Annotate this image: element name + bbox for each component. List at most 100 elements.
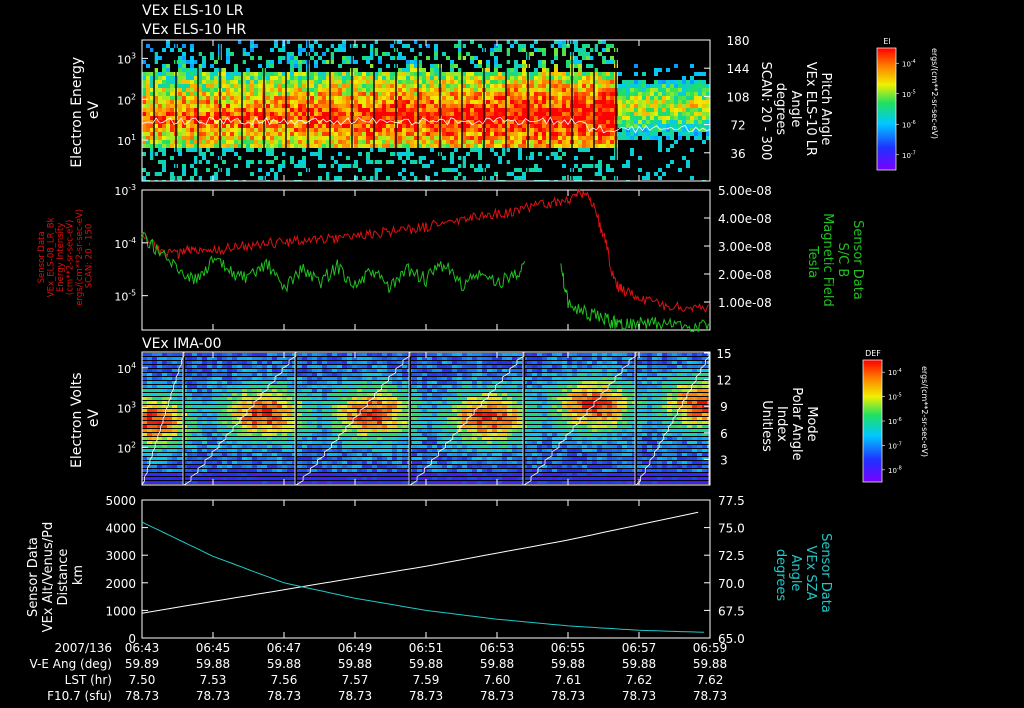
heatmap-cell xyxy=(207,437,212,440)
heatmap-cell xyxy=(378,120,382,124)
heatmap-cell xyxy=(422,92,426,96)
heatmap-cell xyxy=(287,401,292,404)
heatmap-cell xyxy=(594,68,598,72)
heatmap-cell xyxy=(377,397,382,400)
heatmap-cell xyxy=(262,377,267,380)
heatmap-cell xyxy=(252,429,257,432)
heatmap-cell xyxy=(506,92,510,96)
heatmap-cell xyxy=(522,124,526,128)
heatmap-cell xyxy=(252,461,257,464)
heatmap-cell xyxy=(238,156,242,160)
heatmap-cell xyxy=(282,473,287,476)
heatmap-cell xyxy=(414,72,418,76)
heatmap-cell xyxy=(442,140,446,144)
heatmap-cell xyxy=(372,429,377,432)
heatmap-cell xyxy=(187,465,192,468)
heatmap-cell xyxy=(542,72,546,76)
heatmap-cell xyxy=(287,461,292,464)
heatmap-cell xyxy=(422,88,426,92)
heatmap-cell xyxy=(194,124,198,128)
heatmap-cell xyxy=(598,52,602,56)
heatmap-cell xyxy=(222,148,226,152)
heatmap-cell xyxy=(206,128,210,132)
heatmap-cell xyxy=(534,92,538,96)
heatmap-cell xyxy=(342,357,347,360)
heatmap-cell xyxy=(282,361,287,364)
heatmap-cell xyxy=(586,108,590,112)
heatmap-cell xyxy=(227,437,232,440)
panel1-heatmap xyxy=(142,40,710,181)
heatmap-cell xyxy=(414,116,418,120)
heatmap-cell xyxy=(610,128,614,132)
heatmap-cell xyxy=(337,397,342,400)
heatmap-cell xyxy=(242,385,247,388)
heatmap-cell xyxy=(410,132,414,136)
heatmap-cell xyxy=(202,64,206,68)
heatmap-cell xyxy=(238,104,242,108)
heatmap-cell xyxy=(650,128,654,132)
heatmap-cell xyxy=(167,369,172,372)
heatmap-cell xyxy=(346,112,350,116)
heatmap-cell xyxy=(314,108,318,112)
heatmap-cell xyxy=(534,104,538,108)
heatmap-cell xyxy=(646,132,650,136)
heatmap-cell xyxy=(594,144,598,148)
heatmap-cell xyxy=(342,76,346,80)
heatmap-cell xyxy=(332,373,337,376)
heatmap-cell xyxy=(297,353,302,356)
heatmap-cell xyxy=(442,120,446,124)
heatmap-cell xyxy=(502,92,506,96)
heatmap-cell xyxy=(346,144,350,148)
heatmap-cell xyxy=(347,401,352,404)
heatmap-cell xyxy=(586,136,590,140)
heatmap-cell xyxy=(170,172,174,176)
heatmap-cell xyxy=(698,80,702,84)
heatmap-cell xyxy=(197,433,202,436)
heatmap-cell xyxy=(182,164,186,168)
heatmap-cell xyxy=(290,52,294,56)
heatmap-cell xyxy=(590,132,594,136)
heatmap-cell xyxy=(146,100,150,104)
heatmap-cell xyxy=(334,140,338,144)
heatmap-cell xyxy=(367,473,372,476)
heatmap-cell xyxy=(146,172,150,176)
heatmap-cell xyxy=(502,72,506,76)
heatmap-cell xyxy=(367,457,372,460)
heatmap-cell xyxy=(582,88,586,92)
heatmap-cell xyxy=(367,381,372,384)
heatmap-cell xyxy=(366,140,370,144)
heatmap-cell xyxy=(694,136,698,140)
heatmap-cell xyxy=(252,365,257,368)
heatmap-cell xyxy=(267,421,272,424)
heatmap-cell xyxy=(446,120,450,124)
heatmap-cell xyxy=(566,60,570,64)
heatmap-cell xyxy=(162,128,166,132)
heatmap-cell xyxy=(214,124,218,128)
heatmap-cell xyxy=(478,80,482,84)
heatmap-cell xyxy=(346,56,350,60)
heatmap-cell xyxy=(206,92,210,96)
heatmap-cell xyxy=(506,112,510,116)
heatmap-cell xyxy=(466,108,470,112)
heatmap-cell xyxy=(442,88,446,92)
heatmap-cell xyxy=(242,441,247,444)
heatmap-cell xyxy=(702,96,706,100)
heatmap-cell xyxy=(518,140,522,144)
heatmap-cell xyxy=(466,92,470,96)
heatmap-cell xyxy=(554,144,558,148)
heatmap-cell xyxy=(630,152,634,156)
heatmap-cell xyxy=(372,385,377,388)
heatmap-cell xyxy=(197,437,202,440)
heatmap-cell xyxy=(194,136,198,140)
heatmap-cell xyxy=(337,385,342,388)
heatmap-cell xyxy=(562,48,566,52)
heatmap-cell xyxy=(317,365,322,368)
heatmap-cell xyxy=(227,425,232,428)
heatmap-cell xyxy=(354,144,358,148)
heatmap-cell xyxy=(177,385,182,388)
heatmap-cell xyxy=(594,76,598,80)
heatmap-cell xyxy=(674,124,678,128)
heatmap-cell xyxy=(332,449,337,452)
heatmap-cell xyxy=(210,176,214,180)
heatmap-cell xyxy=(352,445,357,448)
